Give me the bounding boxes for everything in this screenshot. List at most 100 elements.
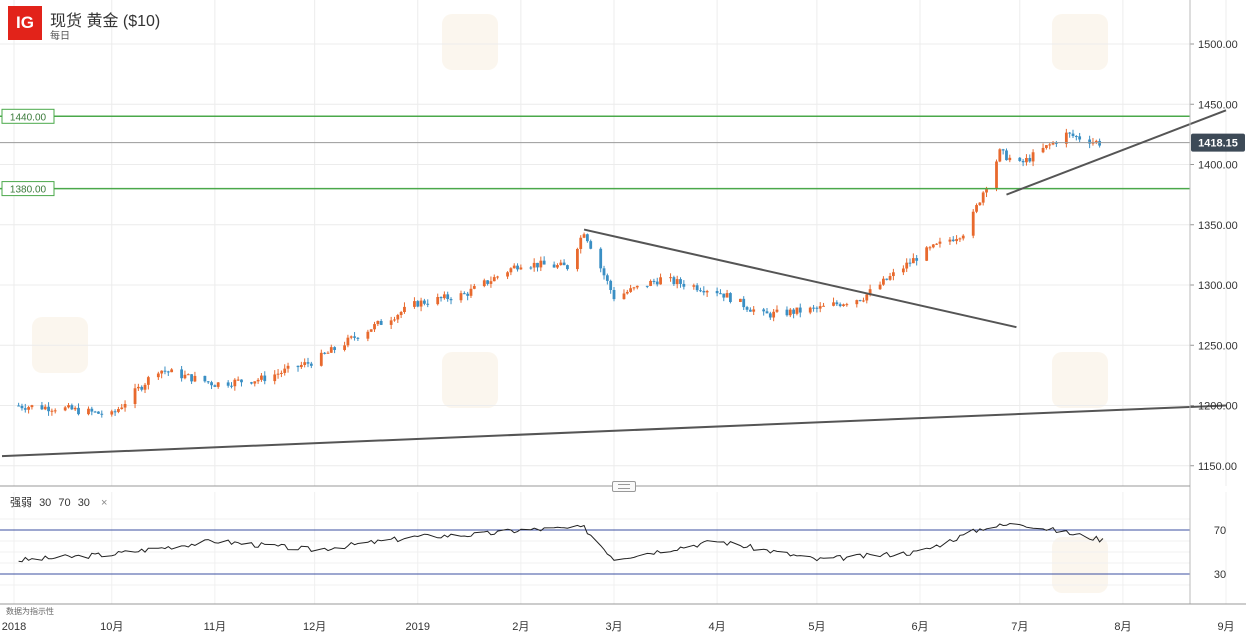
y-tick-label: 1500.00 [1198,39,1238,51]
close-indicator-icon[interactable]: × [101,497,108,509]
candle-body [792,309,796,314]
rsi-param-upper: 70 [58,497,71,509]
candle-body [1005,150,1008,161]
candle-body [679,279,682,284]
candle-body [532,262,536,268]
candle-body [768,313,772,318]
trend-line[interactable] [1,404,1227,458]
candle-body [1001,149,1005,151]
candle-body [40,405,44,410]
candle-body [745,307,749,310]
candle-body [629,288,633,292]
candle-body [652,280,656,282]
candle-body [50,410,54,412]
candle-body [585,234,589,242]
candle-body [506,272,509,277]
watermark-mark [1052,537,1108,593]
candle-body [775,309,779,312]
candle-body [183,374,187,379]
y-tick-label: 1150.00 [1198,461,1237,473]
candle-body [442,294,446,299]
candle-body [1018,157,1022,161]
candle-body [961,235,965,239]
candle-body [915,258,919,261]
candle-body [995,161,998,188]
candle-body [516,265,519,270]
candle-body [622,293,626,300]
rsi-param-lower: 30 [77,497,90,509]
candle-body [659,277,662,285]
x-tick-label: 2019 [406,621,430,633]
candle-body [855,300,859,305]
candle-body [519,267,523,270]
instrument-title[interactable]: 现货 黄金 ($10) [50,13,161,30]
candle-body [233,379,237,387]
candle-body [938,241,942,244]
candle-body [379,320,383,325]
candle-body [213,385,217,387]
y-tick-label: 1450.00 [1198,99,1238,111]
candle-body [396,315,400,320]
candle-body [413,301,416,307]
level-label[interactable]: 1440.00 [10,112,47,123]
level-label-box[interactable] [1,108,55,124]
candle-body [729,293,732,302]
rsi-name[interactable]: 强弱 [10,497,32,509]
trend-line[interactable] [583,228,1017,329]
candle-body [842,304,845,307]
candle-body [725,293,729,298]
candle-body [556,265,559,268]
candle-body [206,381,210,383]
candle-body [862,300,865,302]
watermark-mark [442,14,498,70]
candle-body [403,306,406,313]
candle-body [30,405,34,408]
candle-body [136,386,140,389]
candle-body [812,307,815,309]
candle-body [326,352,330,354]
x-tick-label: 11月 [204,621,226,633]
candle-body [170,369,174,373]
y-tick-label: 1300.00 [1198,280,1238,292]
candle-body [93,411,97,413]
candle-body [878,284,882,290]
level-label[interactable]: 1380.00 [10,185,47,196]
candle-body [738,298,742,302]
candle-body [582,234,586,238]
candle-body [226,382,230,386]
candle-body [356,337,360,339]
candle-body [539,260,543,268]
candle-body [742,298,746,308]
candle-body [353,336,356,338]
timeframe-label[interactable]: 每日 [50,31,70,42]
watermark-mark [1052,14,1108,70]
candle-body [762,309,766,312]
candle-body [925,247,929,261]
x-tick-label: 12月 [303,621,326,633]
candle-body [1028,157,1032,162]
candle-body [366,331,370,339]
rsi-level-label: 70 [1214,525,1226,537]
candle-body [260,375,263,380]
level-label-box[interactable] [1,181,55,197]
candle-body [97,411,100,414]
candle-body [599,248,603,269]
candle-body [645,285,649,287]
trend-line[interactable] [1006,109,1227,196]
candle-body [309,363,313,366]
candle-body [296,365,300,368]
candle-body [752,309,756,312]
rsi-param-period: 30 [39,497,52,509]
candle-body [1025,157,1028,163]
candle-body [166,371,170,373]
pane-resize-handle[interactable] [612,481,636,492]
x-tick-label: 3月 [605,621,622,633]
x-tick-label: 9月 [1217,621,1234,633]
price-tag-label: 1418.15 [1198,138,1238,150]
candle-body [186,374,190,376]
candle-body [822,305,825,307]
indicative-data-note: 数据为指示性 [6,607,54,616]
candle-body [17,405,21,407]
candle-body [1044,145,1048,148]
